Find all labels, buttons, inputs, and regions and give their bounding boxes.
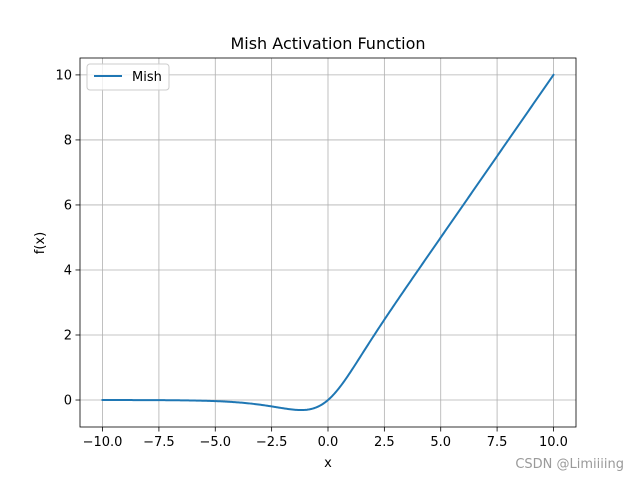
x-tick-label: −7.5 — [143, 435, 175, 450]
watermark: CSDN @Limiiiing — [515, 457, 624, 472]
x-tick-label: 0.0 — [318, 435, 339, 450]
y-tick-label: 0 — [64, 394, 72, 409]
x-tick-label: 5.0 — [430, 435, 451, 450]
x-tick-label: 2.5 — [374, 435, 395, 450]
x-tick-label: −5.0 — [199, 435, 231, 450]
series-layer — [101, 73, 555, 412]
series-line-mish — [101, 73, 555, 412]
y-tick-label: 8 — [64, 133, 72, 148]
legend-label-mish: Mish — [132, 70, 162, 85]
y-tick-label: 2 — [64, 328, 72, 343]
legend: Mish — [86, 63, 170, 91]
y-tick-label: 10 — [55, 68, 72, 83]
x-tick-label: 10.0 — [539, 435, 568, 450]
y-tick-label: 4 — [64, 263, 72, 278]
y-tick-label: 6 — [64, 198, 72, 213]
legend-box — [86, 63, 170, 91]
chart-title: Mish Activation Function — [230, 34, 425, 53]
x-tick-label: −2.5 — [256, 435, 288, 450]
x-tick-label: −10.0 — [83, 435, 123, 450]
ticks-layer: −10.0 −7.5 −5.0 −2.5 0.0 2.5 5.0 7.5 10.0 0 2 4 6 8 10 — [55, 68, 567, 450]
y-axis-label: f(x) — [33, 232, 48, 254]
x-tick-label: 7.5 — [487, 435, 508, 450]
x-axis-label: x — [324, 456, 332, 471]
